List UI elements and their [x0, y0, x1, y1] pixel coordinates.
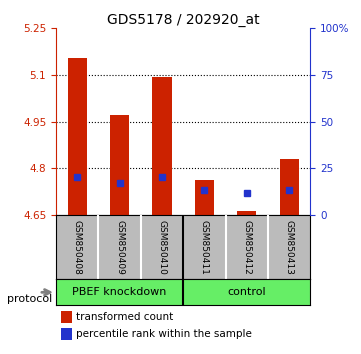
Text: transformed count: transformed count: [76, 312, 174, 322]
Text: GSM850413: GSM850413: [285, 220, 294, 275]
Text: GSM850409: GSM850409: [115, 220, 124, 275]
Bar: [280, 159, 299, 215]
Text: control: control: [227, 287, 266, 297]
Text: percentile rank within the sample: percentile rank within the sample: [76, 329, 252, 339]
Title: GDS5178 / 202920_at: GDS5178 / 202920_at: [107, 13, 260, 27]
Bar: [237, 211, 256, 215]
Bar: [152, 76, 171, 215]
Bar: [68, 58, 87, 215]
Bar: [61, 311, 73, 322]
Text: GSM850408: GSM850408: [73, 220, 82, 275]
Text: GSM850411: GSM850411: [200, 220, 209, 275]
Bar: [56, 279, 183, 306]
Text: GSM850410: GSM850410: [157, 220, 166, 275]
Bar: [183, 279, 310, 306]
Bar: [110, 115, 129, 215]
Bar: [61, 328, 73, 339]
Text: PBEF knockdown: PBEF knockdown: [73, 287, 167, 297]
Text: GSM850412: GSM850412: [242, 220, 251, 275]
Text: protocol: protocol: [7, 294, 52, 304]
Bar: [195, 180, 214, 215]
